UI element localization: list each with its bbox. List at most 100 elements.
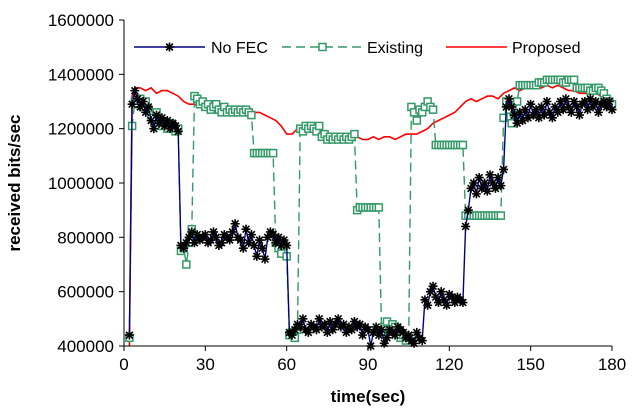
- star-marker: [569, 97, 579, 106]
- star-marker: [138, 97, 148, 106]
- star-marker: [531, 105, 541, 115]
- series-layer: [124, 75, 617, 351]
- star-marker: [249, 240, 259, 250]
- star-marker: [501, 102, 511, 112]
- y-tick-label: 1600000: [48, 11, 114, 30]
- star-marker: [537, 102, 547, 112]
- star-marker: [322, 327, 332, 337]
- star-marker: [244, 238, 254, 248]
- star-marker: [124, 330, 134, 340]
- star-marker: [528, 110, 538, 120]
- star-marker: [160, 121, 170, 131]
- star-marker: [471, 189, 481, 199]
- star-marker: [412, 327, 422, 337]
- legend-label: No FEC: [211, 40, 268, 57]
- star-marker: [320, 319, 330, 329]
- star-marker: [279, 235, 289, 245]
- star-marker: [433, 298, 443, 308]
- star-marker: [553, 107, 563, 117]
- star-marker: [442, 300, 452, 310]
- star-marker: [469, 178, 479, 188]
- star-marker: [564, 102, 574, 112]
- square-marker: [458, 140, 468, 150]
- star-marker: [330, 319, 340, 329]
- star-marker: [509, 110, 519, 120]
- star-marker: [179, 243, 189, 253]
- square-marker: [499, 113, 508, 123]
- star-marker: [512, 118, 522, 128]
- series-line: [128, 87, 613, 347]
- star-marker: [371, 322, 381, 332]
- star-marker: [518, 116, 528, 126]
- star-marker: [181, 238, 191, 248]
- star-marker: [295, 322, 305, 332]
- star-marker: [428, 281, 438, 291]
- star-marker: [591, 97, 601, 106]
- star-marker: [420, 295, 430, 305]
- star-marker: [238, 243, 248, 253]
- star-marker: [390, 330, 400, 340]
- star-marker: [154, 118, 164, 128]
- x-tick-label: 0: [119, 355, 128, 374]
- x-axis-ticks: 0 30 60 90 120 150 180: [119, 346, 626, 374]
- star-marker: [263, 232, 273, 242]
- star-marker: [485, 170, 495, 180]
- star-marker: [333, 314, 343, 324]
- star-marker: [547, 113, 557, 123]
- star-marker: [466, 183, 476, 193]
- square-marker: [314, 121, 324, 131]
- star-marker: [241, 224, 251, 234]
- square-marker: [412, 116, 422, 125]
- star-marker: [314, 314, 324, 324]
- star-marker: [566, 107, 576, 117]
- star-marker: [246, 230, 256, 240]
- star-marker: [417, 336, 427, 346]
- series-line: [128, 84, 613, 347]
- star-marker: [325, 317, 335, 327]
- star-marker: [287, 330, 297, 340]
- square-marker: [247, 110, 256, 120]
- star-marker: [230, 219, 240, 229]
- star-marker: [135, 102, 145, 112]
- star-marker: [211, 232, 221, 242]
- star-marker: [374, 330, 384, 340]
- star-marker: [480, 178, 490, 188]
- star-marker: [368, 327, 378, 337]
- square-marker: [428, 105, 438, 114]
- star-marker: [298, 314, 308, 324]
- star-marker: [474, 173, 484, 183]
- star-marker: [558, 105, 568, 115]
- star-marker: [507, 102, 517, 112]
- star-marker: [152, 110, 162, 120]
- star-marker: [588, 102, 598, 112]
- square-marker: [268, 148, 278, 158]
- legend-item-existing: Existing: [282, 40, 423, 57]
- star-marker: [290, 325, 300, 335]
- star-marker: [550, 102, 560, 112]
- star-marker: [165, 124, 175, 134]
- star-marker: [187, 227, 197, 237]
- y-tick-label: 600000: [57, 283, 114, 302]
- star-marker: [607, 105, 617, 115]
- square-marker: [569, 75, 579, 85]
- x-tick-label: 180: [598, 355, 626, 374]
- star-marker: [604, 97, 614, 106]
- star-marker: [539, 110, 549, 120]
- square-marker: [374, 203, 384, 212]
- y-tick-label: 1200000: [48, 120, 114, 139]
- star-marker: [130, 86, 140, 96]
- star-marker: [493, 173, 503, 183]
- y-axis-ticks: 400000 600000 800000 1000000 1200000 1400000 1…: [48, 11, 124, 356]
- star-marker: [602, 102, 612, 112]
- y-axis-label: received bits/sec: [5, 114, 24, 251]
- star-marker: [482, 186, 492, 196]
- legend-label: Existing: [367, 40, 423, 57]
- star-marker: [162, 116, 172, 126]
- star-marker: [488, 178, 498, 188]
- star-marker: [580, 97, 590, 106]
- star-marker: [382, 333, 392, 343]
- star-marker: [583, 105, 593, 115]
- star-marker: [171, 121, 181, 131]
- star-marker: [439, 295, 449, 305]
